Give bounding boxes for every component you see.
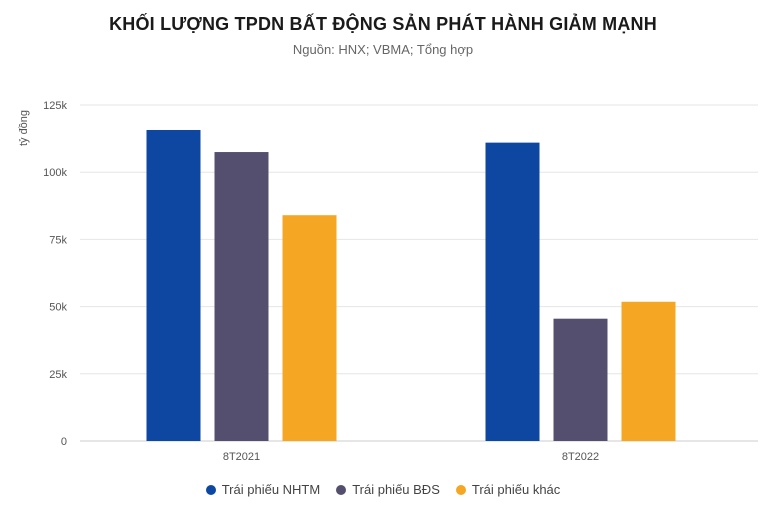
bars (146, 129, 676, 442)
bar-8T2022-2 (553, 318, 608, 441)
legend-item[interactable]: Trái phiếu khác (455, 482, 561, 497)
legend-label: Trái phiếu khác (471, 482, 561, 497)
y-axis-label: tỷ đồng (18, 110, 30, 146)
bar-8T2022-3 (621, 301, 676, 441)
bar-8T2021-3 (282, 215, 337, 441)
legend-dot-icon (336, 485, 347, 495)
x-tick-label: 8T2022 (562, 451, 599, 463)
chart-title: KHỐI LƯỢNG TPDN BẤT ĐỘNG SẢN PHÁT HÀNH G… (109, 14, 657, 34)
x-tick-label: 8T2021 (223, 451, 260, 463)
chart-subtitle: Nguồn: HNX; VBMA; Tổng hợp (292, 42, 474, 57)
y-tick-label: 125k (43, 100, 67, 112)
legend-label: Trái phiếu BĐS (352, 482, 440, 497)
y-tick-label: 75k (49, 234, 67, 246)
y-tick-label: 50k (49, 302, 67, 314)
y-tick-label: 0 (61, 436, 67, 448)
y-tick-label: 25k (49, 369, 67, 381)
bar-8T2021-1 (146, 129, 201, 441)
y-tick-label: 100k (43, 167, 67, 179)
legend-item[interactable]: Trái phiếu BĐS (336, 482, 440, 497)
x-axis-ticks: 8T2021 8T2022 (223, 451, 599, 463)
legend-label: Trái phiếu NHTM (221, 482, 321, 497)
legend: Trái phiếu NHTM Trái phiếu BĐS Trái phiếu … (0, 482, 766, 497)
y-axis-ticks: 0 25k 50k 75k 100k 125k (43, 100, 67, 448)
legend-dot-icon (205, 485, 216, 495)
bar-8T2022-1 (485, 142, 540, 441)
legend-item[interactable]: Trái phiếu NHTM (205, 482, 321, 497)
bar-8T2021-2 (214, 152, 269, 442)
legend-dot-icon (455, 485, 466, 495)
